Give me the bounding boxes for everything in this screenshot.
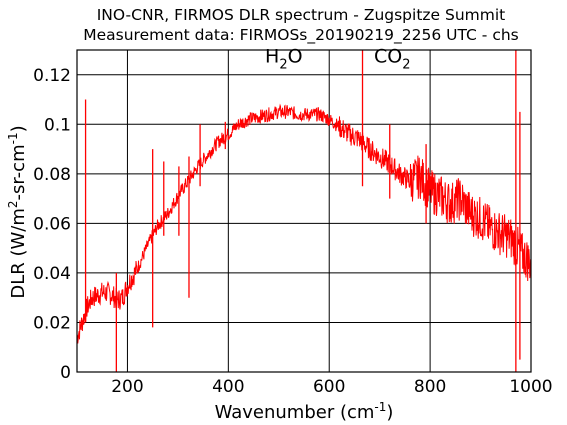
x-axis-label: Wavenumber (cm-1)	[215, 400, 394, 423]
spectrum-line	[76, 103, 532, 344]
plot-frame	[76, 49, 532, 373]
x-tick-label: 600	[313, 377, 345, 397]
molecule-label: H2O	[265, 45, 303, 72]
molecule-label: CO2	[374, 45, 411, 72]
y-tick-label: 0.1	[44, 115, 71, 135]
series-layer	[76, 50, 532, 372]
x-tick-label: 800	[414, 377, 446, 397]
tick-labels: 200 400 600 800 1000 0 0.02 0.04 0.06 0.08 0.1 0.12	[33, 66, 552, 397]
y-tick-label: 0.02	[33, 313, 71, 333]
y-tick-label: 0.08	[33, 165, 71, 185]
grid	[77, 50, 531, 373]
chart-title: INO-CNR, FIRMOS DLR spectrum - Zugspitze…	[97, 6, 506, 24]
annotations: H2O CO2	[265, 45, 410, 72]
y-tick-label: 0.04	[33, 264, 71, 284]
x-tick-label: 200	[111, 377, 143, 397]
y-tick-label: 0.06	[33, 214, 71, 234]
chart-subtitle: Measurement data: FIRMOSs_20190219_2256 …	[83, 26, 519, 45]
x-tick-label: 400	[212, 377, 244, 397]
x-tick-label: 1000	[509, 377, 552, 397]
y-tick-label: 0.12	[33, 66, 71, 86]
y-tick-label: 0	[60, 363, 71, 383]
y-axis-label: DLR (W/m2-sr-cm-1)	[6, 125, 29, 298]
